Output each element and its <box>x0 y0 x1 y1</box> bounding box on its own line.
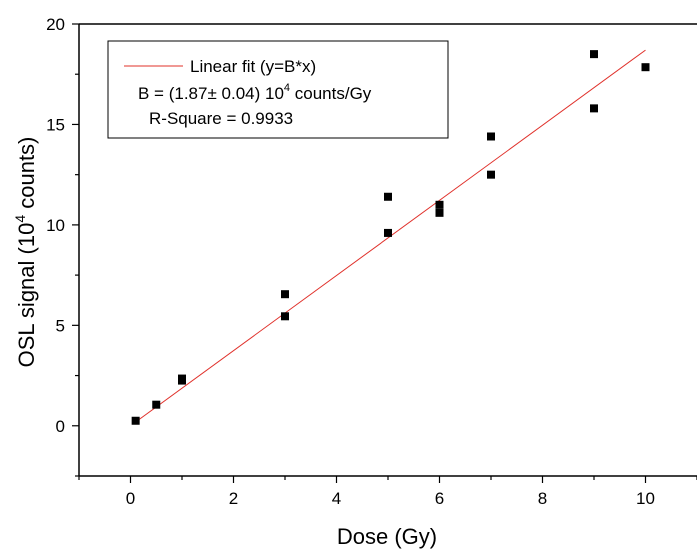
x-tick-label: 2 <box>229 489 238 508</box>
legend-fit-label: Linear fit (y=B*x) <box>190 57 316 76</box>
data-point <box>281 312 289 321</box>
y-tick-label: 5 <box>56 316 65 335</box>
x-tick-label: 10 <box>636 489 655 508</box>
annotation-r-square: R-Square = 0.9933 <box>149 109 293 128</box>
data-point <box>487 132 495 141</box>
y-tick-label: 20 <box>46 15 65 34</box>
data-point <box>281 290 289 299</box>
data-point <box>487 170 495 179</box>
x-tick-label: 4 <box>332 489 341 508</box>
y-tick-label: 15 <box>46 115 65 134</box>
data-point <box>178 374 186 383</box>
axes: 0 2 4 6 8 10 0 5 10 15 20 <box>46 15 697 508</box>
data-point <box>384 228 392 237</box>
x-tick-label: 8 <box>538 489 547 508</box>
annotation-slope: B = (1.87± 0.04) 104 counts/Gy <box>138 82 372 103</box>
y-tick-label: 10 <box>46 216 65 235</box>
x-tick-label: 6 <box>435 489 444 508</box>
data-point <box>590 104 598 113</box>
data-point <box>152 400 161 409</box>
legend-box: Linear fit (y=B*x) B = (1.87± 0.04) 104 … <box>107 40 449 139</box>
data-point <box>590 50 598 59</box>
data-points <box>131 50 650 425</box>
x-tick-label: 0 <box>126 489 135 508</box>
x-axis-label: Dose (Gy) <box>337 524 437 549</box>
y-axis-label: OSL signal (104 counts) <box>12 137 39 368</box>
data-point <box>435 208 444 217</box>
data-point <box>131 416 140 425</box>
data-point <box>641 63 650 72</box>
data-point <box>384 192 392 201</box>
y-tick-label: 0 <box>56 417 65 436</box>
data-point <box>435 200 444 209</box>
